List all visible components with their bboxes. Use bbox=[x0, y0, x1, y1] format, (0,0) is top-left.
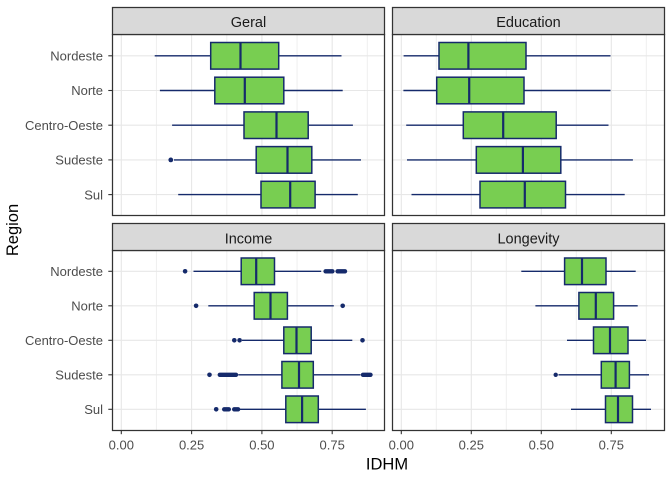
svg-text:0.25: 0.25 bbox=[179, 438, 204, 453]
svg-text:Geral: Geral bbox=[231, 15, 266, 31]
svg-text:Nordeste: Nordeste bbox=[50, 49, 103, 64]
svg-text:Centro-Oeste: Centro-Oeste bbox=[25, 333, 103, 348]
svg-text:0.75: 0.75 bbox=[599, 438, 624, 453]
svg-text:Sul: Sul bbox=[84, 187, 103, 202]
svg-text:Region: Region bbox=[4, 204, 22, 256]
svg-text:Nordeste: Nordeste bbox=[50, 264, 103, 279]
svg-text:Sul: Sul bbox=[84, 402, 103, 417]
svg-text:0.00: 0.00 bbox=[109, 438, 134, 453]
svg-text:0.25: 0.25 bbox=[459, 438, 484, 453]
svg-text:Education: Education bbox=[496, 15, 561, 31]
svg-text:Longevity: Longevity bbox=[497, 232, 560, 248]
svg-text:Norte: Norte bbox=[71, 83, 103, 98]
svg-text:IDHM: IDHM bbox=[366, 455, 408, 473]
svg-text:0.50: 0.50 bbox=[249, 438, 274, 453]
svg-text:Norte: Norte bbox=[71, 299, 103, 314]
svg-text:0.50: 0.50 bbox=[529, 438, 554, 453]
svg-text:Sudeste: Sudeste bbox=[55, 368, 103, 383]
svg-text:0.00: 0.00 bbox=[389, 438, 414, 453]
svg-text:0.75: 0.75 bbox=[320, 438, 345, 453]
svg-text:Centro-Oeste: Centro-Oeste bbox=[25, 118, 103, 133]
svg-text:Sudeste: Sudeste bbox=[55, 153, 103, 168]
svg-text:Income: Income bbox=[225, 232, 273, 248]
